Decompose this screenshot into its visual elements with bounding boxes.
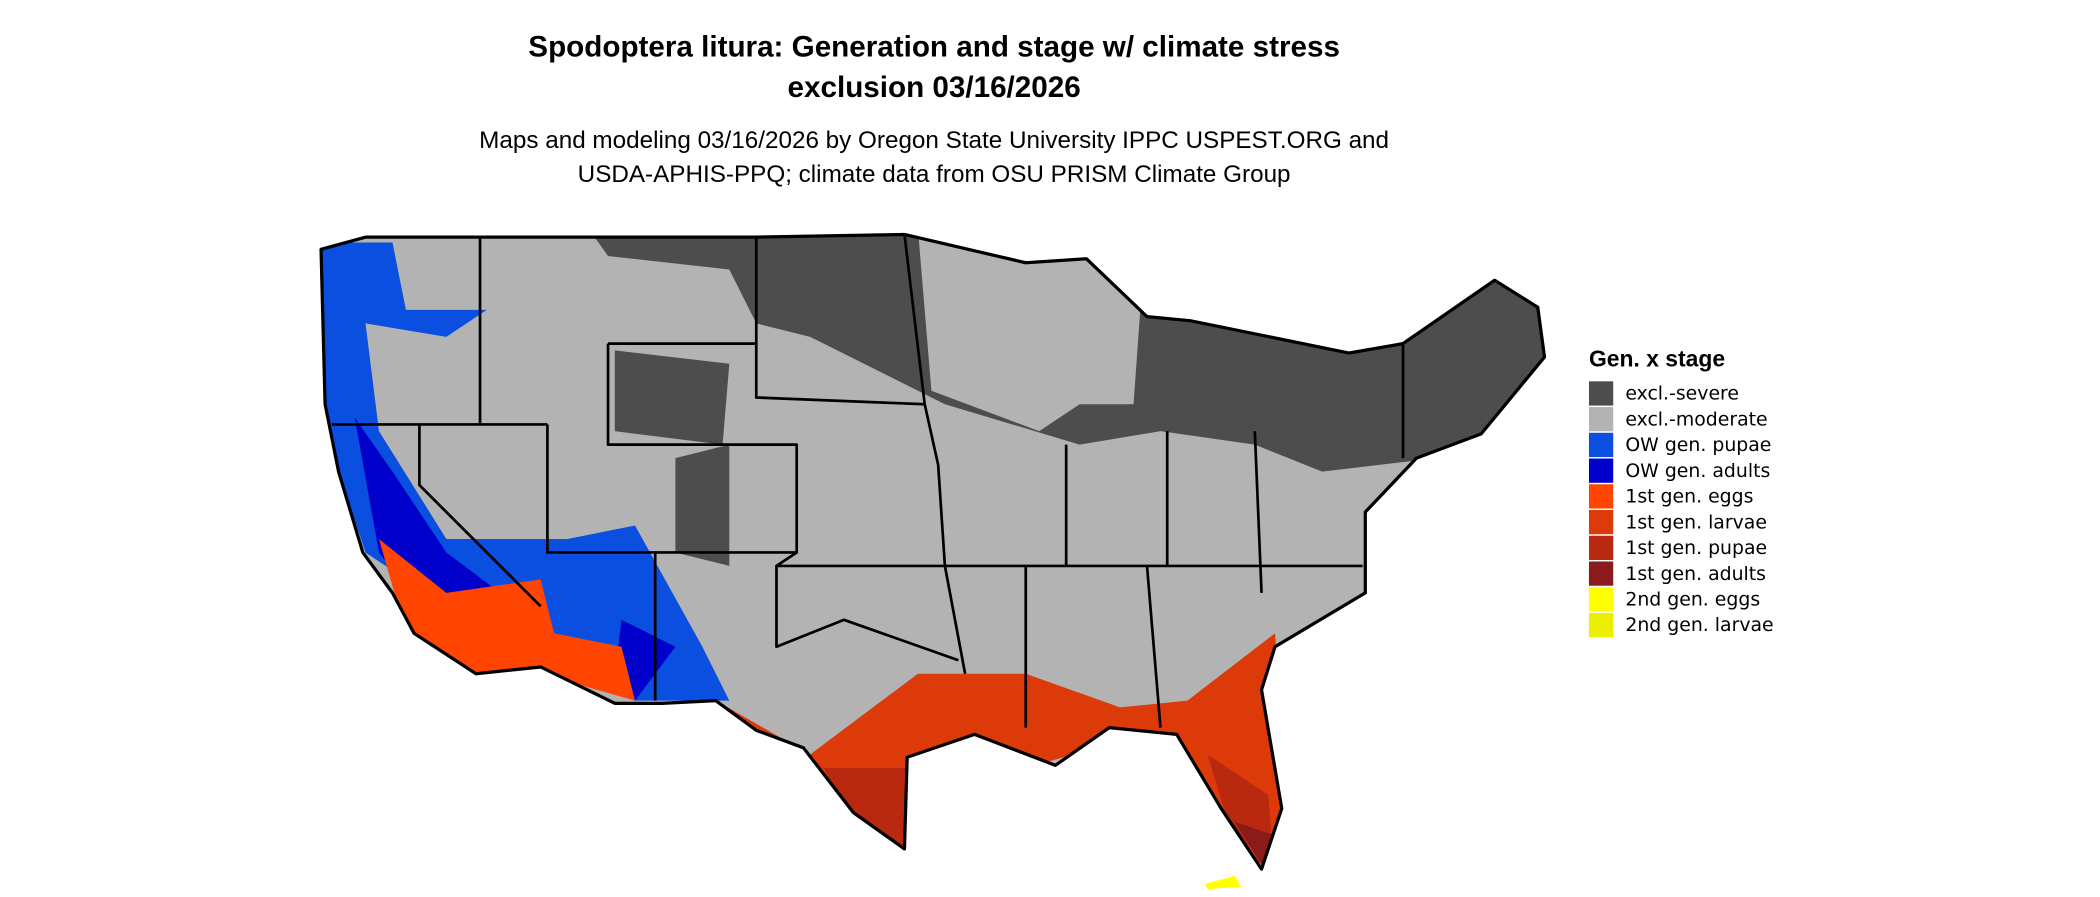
legend-label: 1st gen. adults: [1625, 563, 1766, 585]
legend-label: 1st gen. larvae: [1625, 511, 1767, 533]
legend-swatch: [1588, 484, 1614, 509]
legend: excl.-severe excl.-moderate OW gen. pupae O…: [1588, 381, 1774, 638]
subtitle: Maps and modeling 03/16/2026 by Oregon S…: [479, 127, 1389, 154]
state-borders: [331, 234, 1405, 728]
title: exclusion 03/16/2026: [788, 71, 1081, 104]
legend-swatch: [1588, 458, 1614, 483]
legend-label: 2nd gen. larvae: [1625, 614, 1773, 636]
legend-swatch: [1588, 510, 1614, 535]
legend-swatch: [1588, 561, 1614, 586]
legend-swatch: [1588, 587, 1614, 612]
legend-swatch: [1588, 612, 1614, 638]
legend-label: 1st gen. eggs: [1625, 486, 1753, 508]
legend-swatch: [1588, 535, 1614, 560]
map-region: [354, 417, 676, 701]
legend-label: OW gen. pupae: [1625, 434, 1771, 456]
legend-swatch: [1588, 381, 1614, 406]
map-region: [614, 350, 730, 566]
legend-label: 2nd gen. eggs: [1625, 589, 1760, 611]
map-region: [1204, 875, 1242, 890]
legend-label: excl.-moderate: [1625, 408, 1767, 430]
title: Spodoptera litura: Generation and stage …: [528, 31, 1340, 64]
legend-swatch: [1588, 432, 1614, 458]
us-outline: [319, 232, 1547, 871]
legend-label: excl.-severe: [1625, 383, 1739, 405]
subtitle: USDA-APHIS-PPQ; climate data from OSU PR…: [578, 161, 1291, 188]
legend-label: OW gen. adults: [1625, 460, 1770, 482]
legend-title: Gen. x stage: [1589, 346, 1725, 372]
legend-label: 1st gen. pupae: [1625, 537, 1767, 559]
map-region: [594, 234, 1545, 472]
legend-swatch: [1588, 407, 1614, 432]
